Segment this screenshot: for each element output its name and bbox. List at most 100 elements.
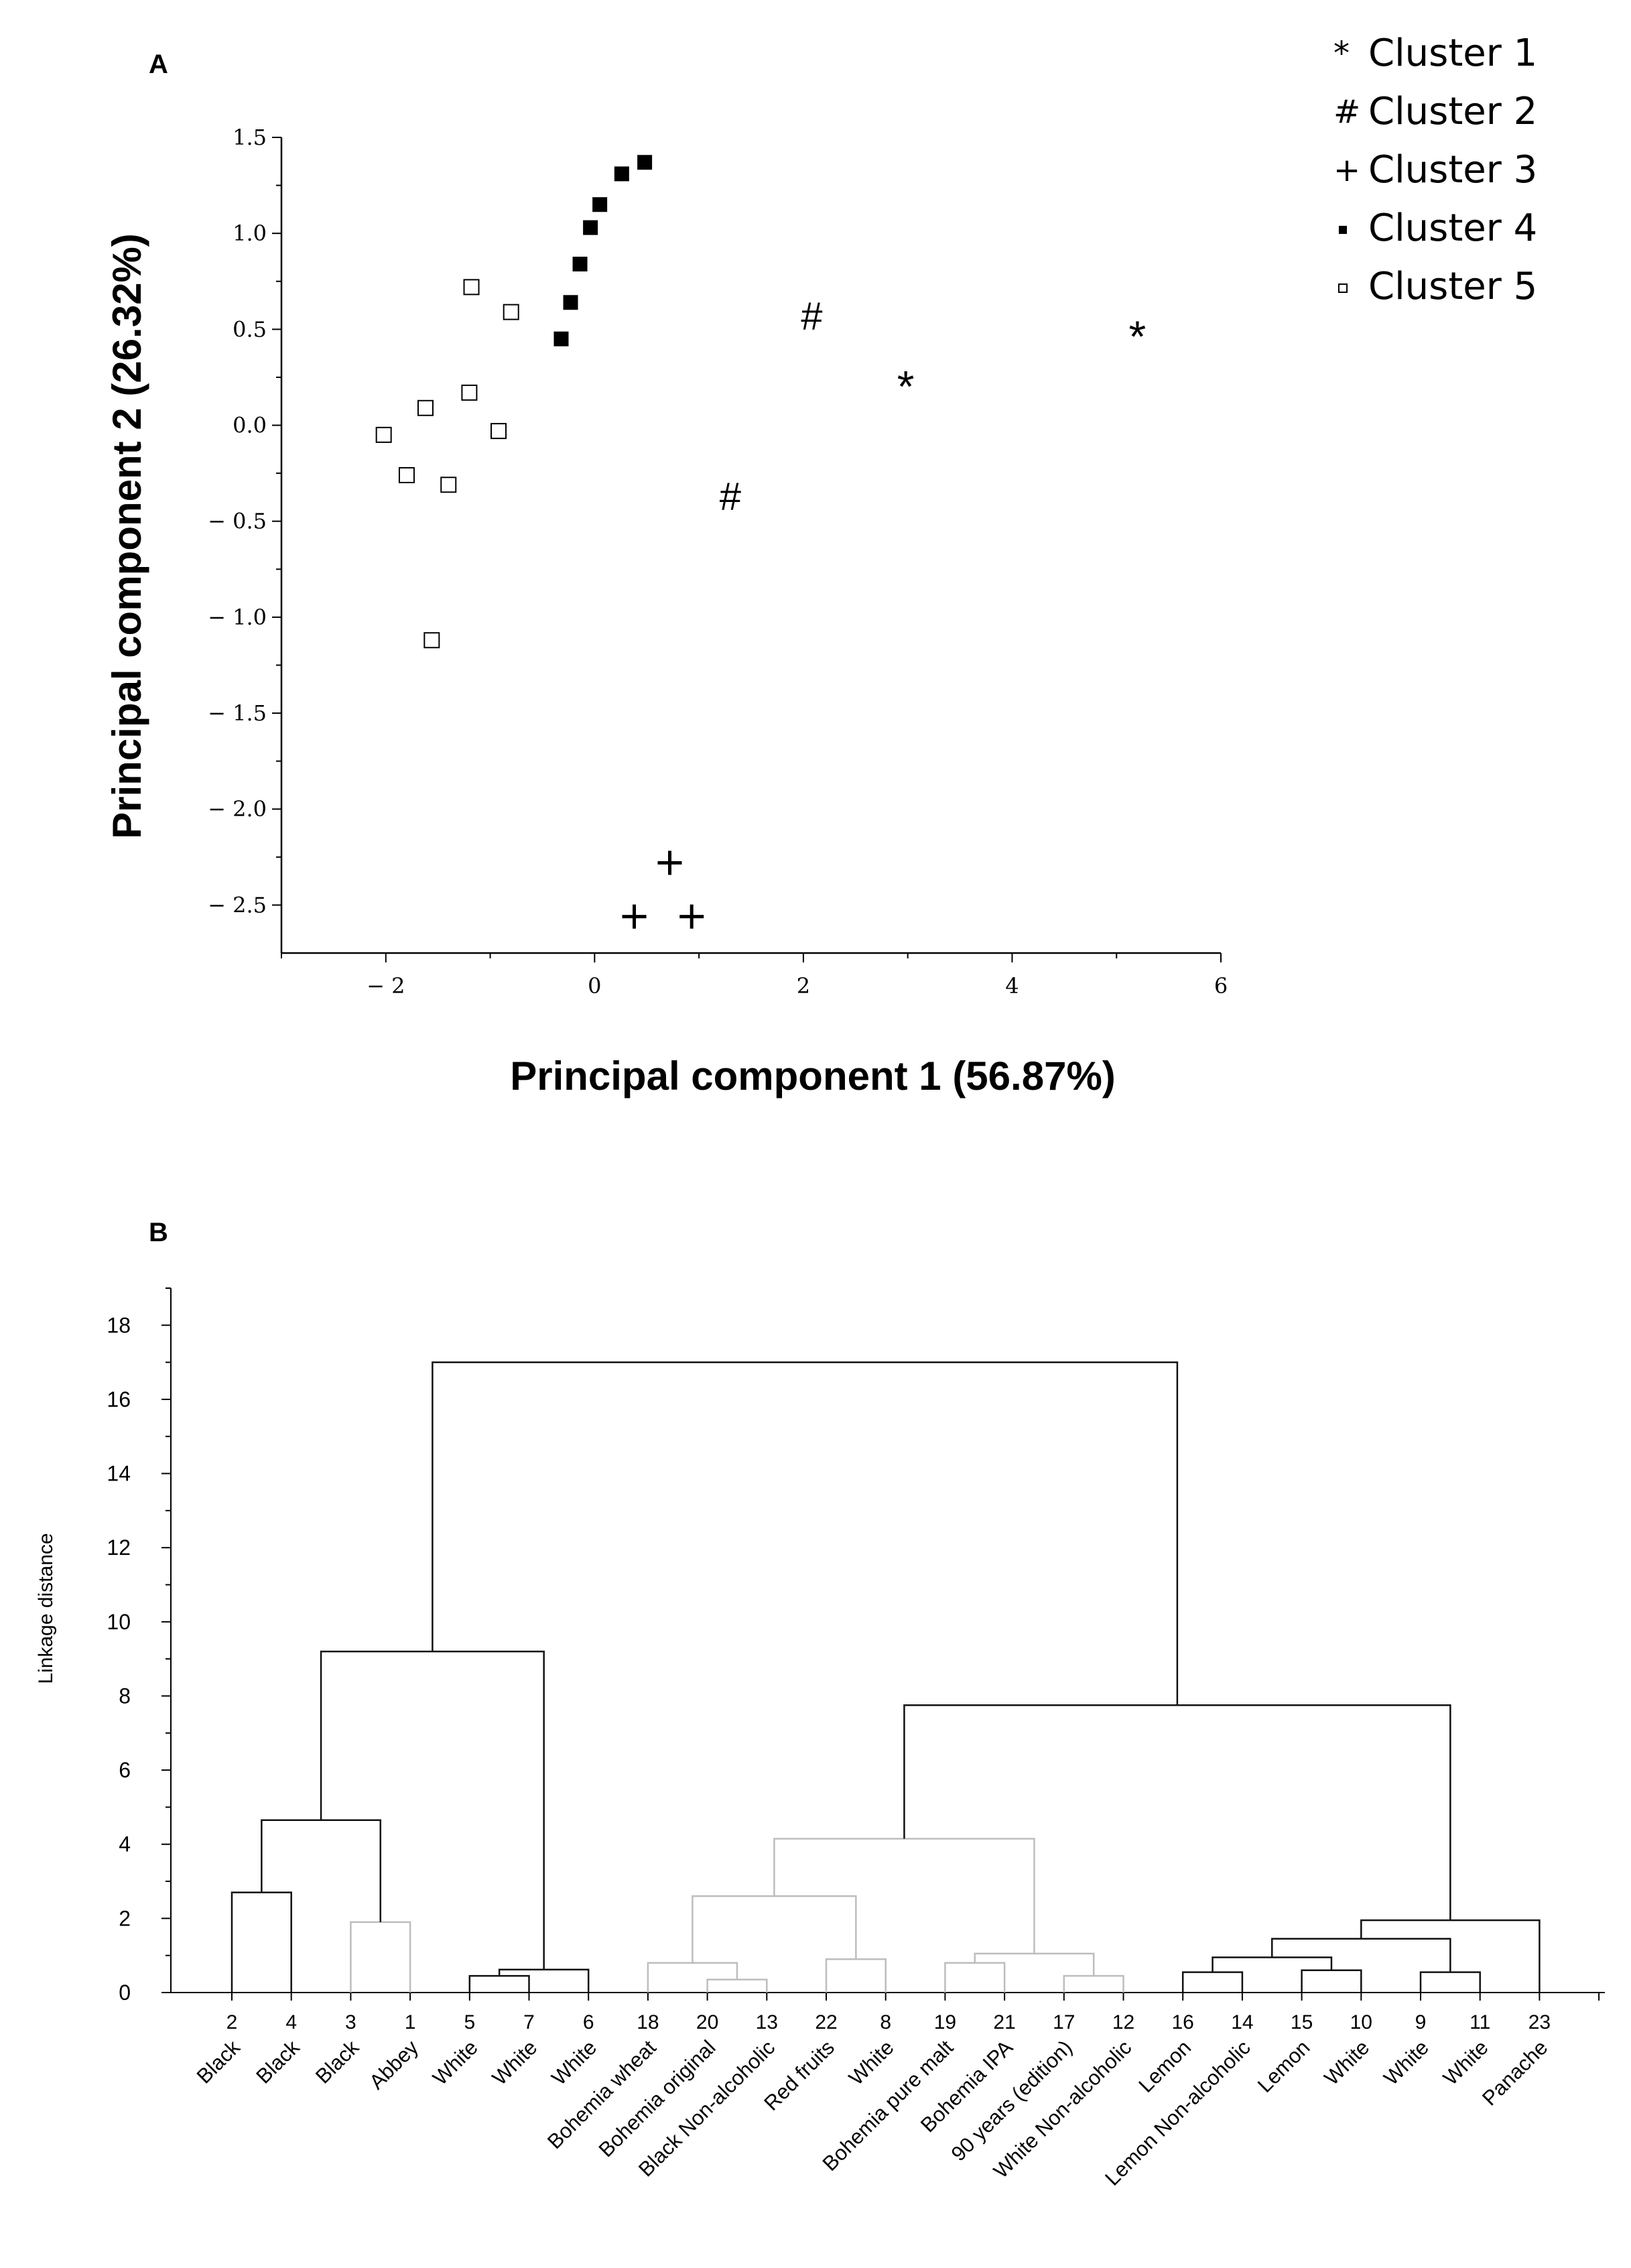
data-point <box>463 279 480 296</box>
hash-marker: # <box>720 475 741 518</box>
asterisk-marker: * <box>897 362 915 412</box>
panel-b-links <box>231 1361 1541 1993</box>
data-point: * <box>897 362 915 412</box>
leaf-id-label: 13 <box>756 2011 778 2033</box>
leaf-name-label: White <box>547 2035 601 2090</box>
legend-label: Cluster 5 <box>1368 265 1537 308</box>
hash-marker: # <box>801 294 822 338</box>
y-tick-label: − 1.5 <box>208 700 267 726</box>
y-tick-label: 1.0 <box>233 220 267 246</box>
leaf-id-label: 7 <box>523 2011 535 2033</box>
y-tick-label: − 0.5 <box>208 509 267 534</box>
y-tick-label: − 2.5 <box>208 892 267 918</box>
leaf-id-label: 3 <box>345 2011 356 2033</box>
leaf-id-label: 20 <box>696 2011 718 2033</box>
panel-b-axes <box>170 1288 1605 1993</box>
panel-a-points: **## <box>375 155 1147 929</box>
leaf-id-label: 15 <box>1291 2011 1313 2033</box>
filled-square-marker <box>583 220 598 235</box>
leaf-id-label: 19 <box>934 2011 956 2033</box>
open-square-marker <box>491 423 507 440</box>
data-point <box>637 155 653 170</box>
leaf-name-label: White <box>844 2035 899 2090</box>
data-point <box>657 850 682 875</box>
dendrogram-link <box>1301 1969 1362 1993</box>
data-point <box>614 166 629 182</box>
data-point <box>461 384 478 401</box>
leaf-name-label: Lemon <box>1253 2035 1315 2097</box>
data-point <box>491 423 507 440</box>
legend-marker: * <box>1333 35 1350 72</box>
y-tick-label: 8 <box>119 1684 131 1708</box>
data-point <box>398 466 415 483</box>
y-tick-label: 0.5 <box>233 316 267 342</box>
leaf-id-label: 16 <box>1172 2011 1194 2033</box>
x-tick-label: 6 <box>1214 973 1228 999</box>
leaf-id-label: 9 <box>1415 2011 1427 2033</box>
data-point <box>417 399 434 416</box>
filled-square-marker <box>592 197 608 212</box>
open-square-marker <box>1338 283 1348 294</box>
data-point <box>583 220 598 235</box>
x-tick-label: 4 <box>1005 973 1019 999</box>
data-point: * <box>1129 312 1147 361</box>
filled-square-marker <box>637 155 653 170</box>
open-square-marker <box>503 304 519 320</box>
dendrogram-link <box>1181 1971 1244 1993</box>
filled-square-marker <box>553 331 569 346</box>
leaf-name-label: Panache <box>1478 2035 1552 2110</box>
leaf-id-label: 21 <box>993 2011 1015 2033</box>
data-point <box>679 904 704 929</box>
dendrogram-link <box>231 1891 292 1993</box>
dendrogram-link <box>647 1962 738 1993</box>
y-tick-label: 0 <box>119 1980 131 2005</box>
legend-marker: + <box>1333 151 1360 189</box>
dendrogram-link <box>974 1952 1095 1976</box>
filled-square-marker <box>572 256 588 271</box>
data-point <box>572 256 588 271</box>
series-cluster-3 <box>622 850 704 929</box>
legend-item: * Cluster 1 <box>1333 32 1537 75</box>
dendrogram-link <box>825 1958 887 1993</box>
data-point <box>503 304 519 320</box>
leaf-id-label: 11 <box>1470 2011 1490 2033</box>
y-tick-label: 1.5 <box>233 125 267 150</box>
y-tick-label: − 1.0 <box>208 605 267 630</box>
legend-item: Cluster 4 <box>1338 206 1537 250</box>
panel-b-label: B <box>149 1218 168 1247</box>
data-point: # <box>801 294 822 338</box>
dendrogram-link <box>773 1838 1035 1954</box>
dendrogram-link <box>944 1962 1006 1993</box>
filled-square-marker <box>614 166 629 182</box>
panel-a-axes <box>280 137 1221 954</box>
dendrogram-link <box>903 1704 1451 1921</box>
data-point <box>553 331 569 346</box>
y-tick-label: 4 <box>119 1832 131 1856</box>
y-tick-label: 18 <box>107 1313 131 1337</box>
leaf-id-label: 1 <box>405 2011 416 2033</box>
dendrogram-link <box>432 1361 1179 1706</box>
legend-label: Cluster 3 <box>1368 148 1537 192</box>
leaf-id-label: 14 <box>1231 2011 1253 2033</box>
open-square-marker <box>398 466 415 483</box>
open-square-marker <box>440 477 457 493</box>
leaf-id-label: 5 <box>464 2011 475 2033</box>
data-point <box>592 197 608 212</box>
leaf-name-label: White <box>1379 2035 1433 2090</box>
asterisk-marker: * <box>1129 312 1147 361</box>
panel-a-label: A <box>149 50 168 79</box>
leaf-id-label: 10 <box>1350 2011 1372 2033</box>
x-tick-label: − 2 <box>367 973 405 999</box>
open-square-marker <box>423 632 440 649</box>
leaf-id-label: 6 <box>583 2011 594 2033</box>
dendrogram-link <box>468 1974 530 1993</box>
series-cluster-1: ** <box>897 312 1147 411</box>
leaf-id-label: 17 <box>1053 2011 1075 2033</box>
panel-a-x-axis-label: Principal component 1 (56.87%) <box>510 1054 1116 1098</box>
leaf-name-label: Black <box>251 2035 304 2088</box>
legend-marker: # <box>1333 93 1360 131</box>
data-point <box>423 632 440 649</box>
